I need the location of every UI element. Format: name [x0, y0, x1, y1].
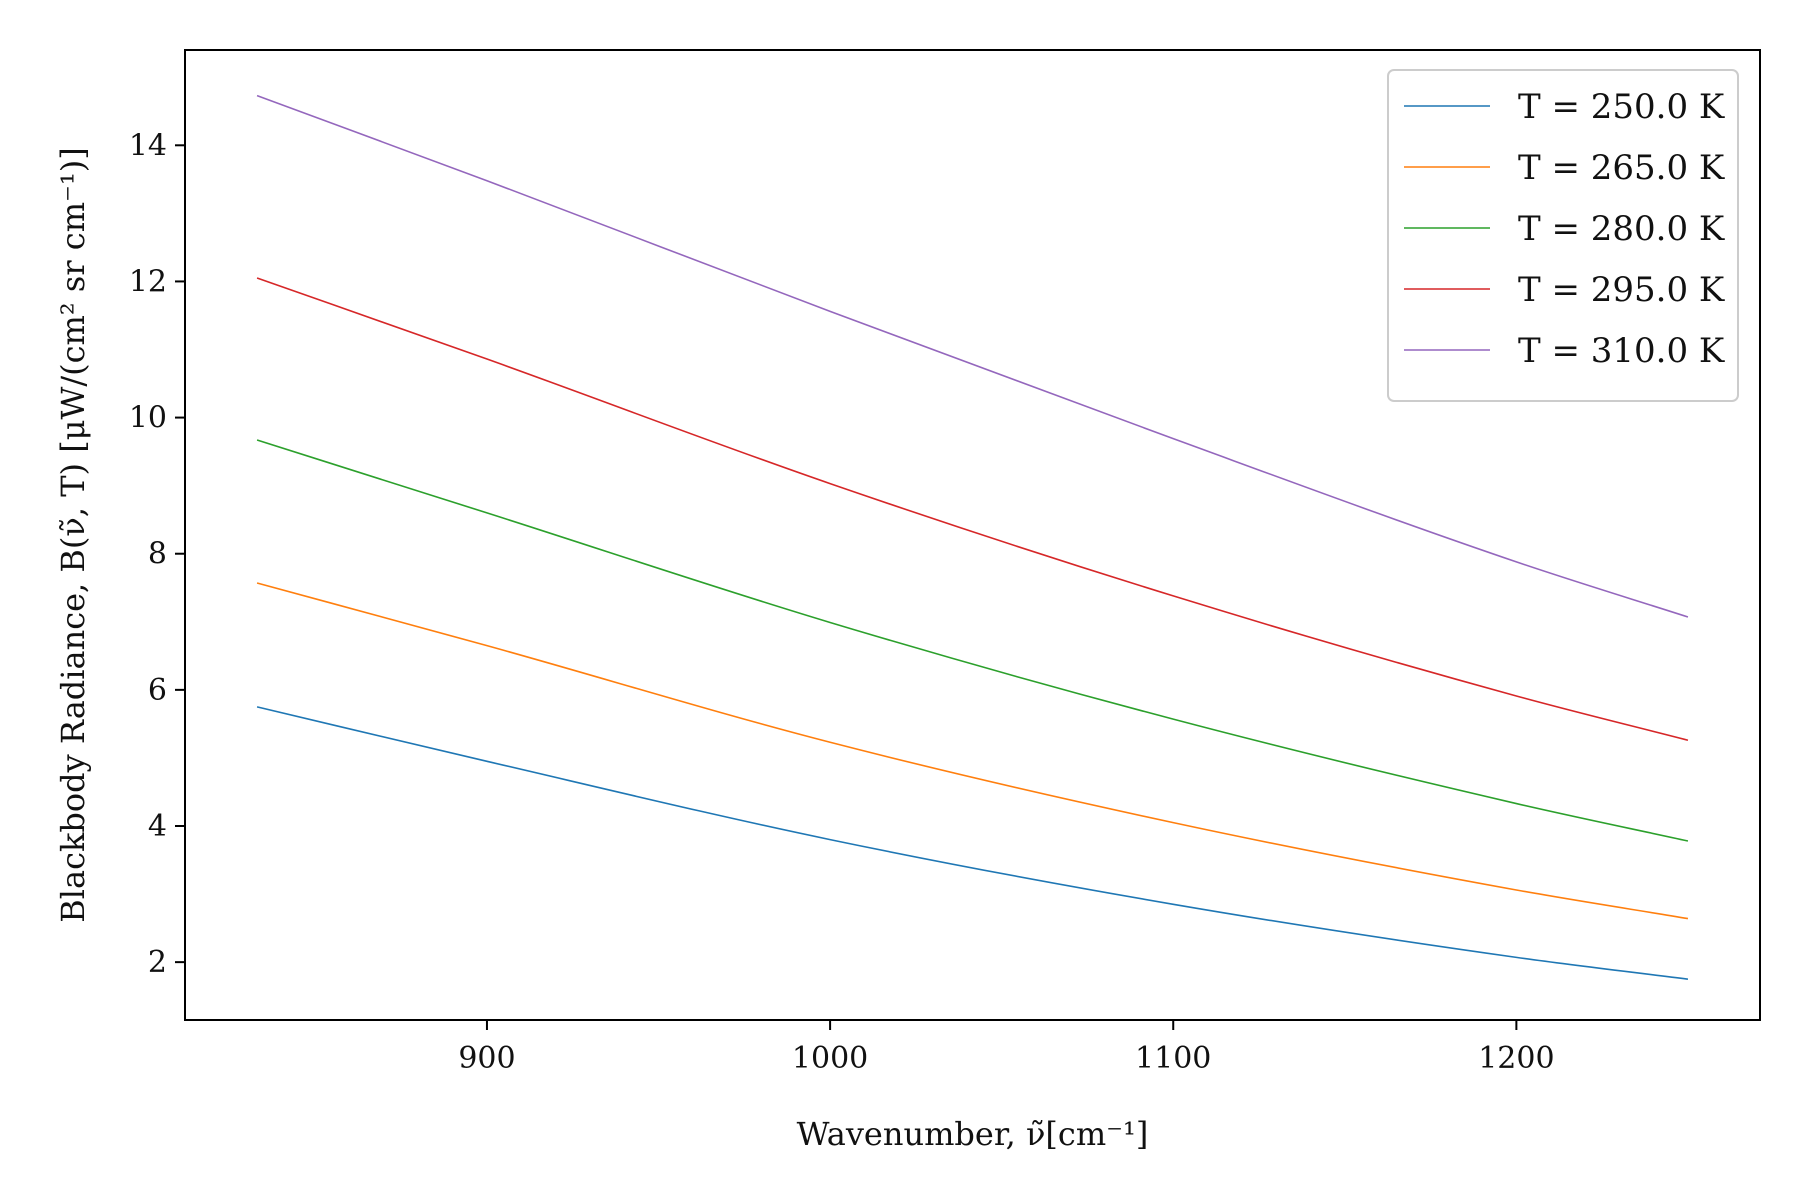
series-line-4 [256, 277, 1689, 742]
x-tick-label: 1000 [792, 1041, 868, 1076]
legend-label-5: T = 310.0 K [1518, 331, 1725, 371]
y-axis-title: Blackbody Radiance, B(ν̃, T) [μW/(cm² sr… [54, 147, 92, 922]
y-tick-label: 6 [148, 673, 167, 708]
y-tick-label: 14 [129, 128, 167, 163]
plot-frame [184, 49, 1761, 1021]
y-tick-label: 8 [148, 537, 167, 572]
legend-label-2: T = 265.0 K [1518, 148, 1725, 188]
series-line-5 [256, 94, 1689, 618]
x-axis: 900 1000 1100 1200 [458, 1020, 1555, 1076]
x-tick-label: 1200 [1478, 1041, 1554, 1076]
series-line-1 [256, 706, 1689, 980]
x-tick-label: 900 [458, 1041, 515, 1076]
legend: T = 250.0 K T = 265.0 K T = 280.0 K T = 295… [1387, 69, 1739, 402]
series-line-3 [256, 439, 1689, 842]
x-tick-label: 1100 [1135, 1041, 1211, 1076]
y-tick-label: 2 [148, 945, 167, 980]
legend-label-3: T = 280.0 K [1518, 209, 1725, 249]
y-tick-label: 4 [148, 809, 167, 844]
series-layer [256, 94, 1689, 980]
y-tick-label: 12 [129, 264, 167, 299]
y-axis: 2 4 6 8 10 12 14 [129, 128, 185, 980]
series-line-2 [256, 582, 1689, 920]
legend-label-4: T = 295.0 K [1518, 270, 1725, 310]
legend-frame [1387, 69, 1739, 402]
x-axis-title: Wavenumber, ν̃[cm⁻¹] [797, 1115, 1149, 1153]
legend-label-1: T = 250.0 K [1518, 87, 1725, 127]
y-tick-label: 10 [129, 401, 167, 436]
